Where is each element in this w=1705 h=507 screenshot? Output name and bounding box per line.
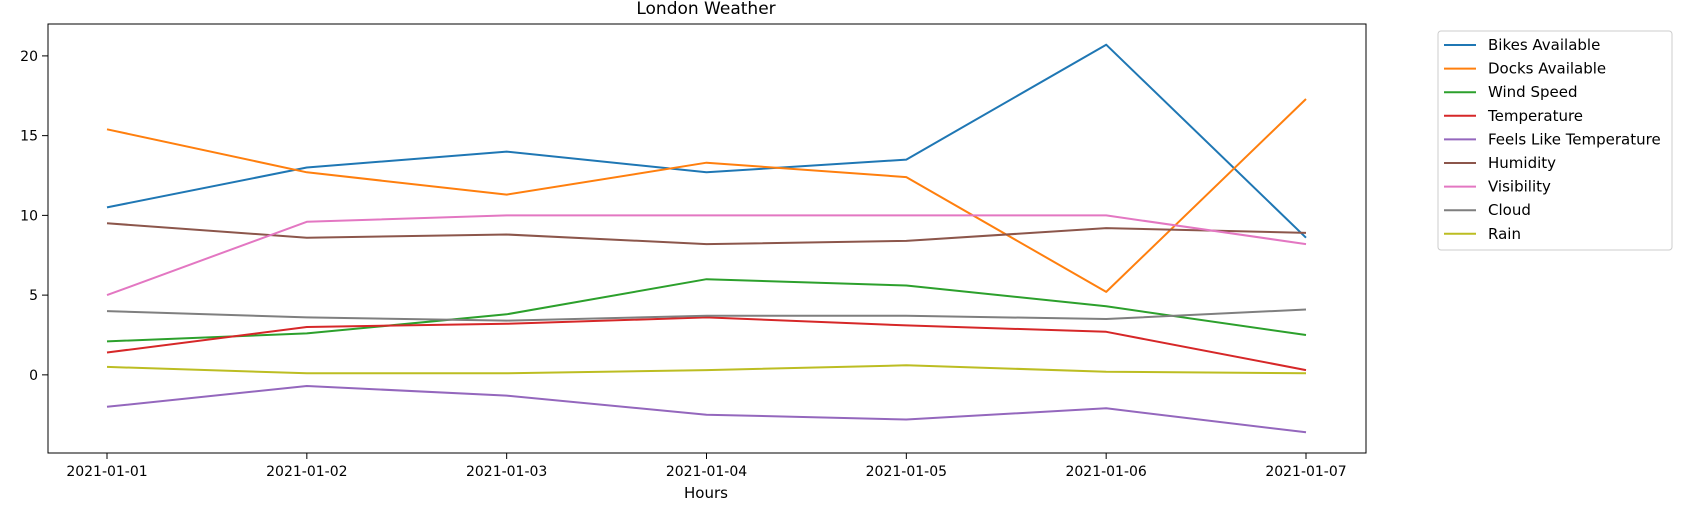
legend-label: Rain	[1488, 225, 1521, 243]
legend-label: Bikes Available	[1488, 36, 1600, 54]
legend-item: Humidity	[1444, 154, 1556, 172]
series-line-visibility	[106, 214, 1307, 297]
legend-label: Cloud	[1488, 201, 1531, 219]
y-tick-label: 10	[20, 208, 38, 224]
legend-label: Humidity	[1488, 154, 1556, 172]
plot-area-frame	[47, 23, 1367, 454]
legend-label: Feels Like Temperature	[1488, 130, 1661, 148]
series-line-rain	[106, 364, 1307, 375]
series-line-cloud	[106, 308, 1307, 322]
legend-label: Temperature	[1487, 107, 1583, 125]
x-tick-label: 2021-01-03	[466, 464, 547, 480]
x-tick-label: 2021-01-06	[1065, 464, 1146, 480]
chart-title: London Weather	[636, 0, 775, 19]
legend-item: Temperature	[1444, 107, 1583, 125]
legend-item: Cloud	[1444, 201, 1531, 219]
legend-item: Docks Available	[1444, 60, 1606, 78]
legend-box	[1437, 30, 1673, 251]
legend-label: Wind Speed	[1488, 83, 1578, 101]
y-tick-label: 20	[20, 49, 38, 65]
legend-item: Bikes Available	[1444, 36, 1600, 54]
y-tick-label: 15	[20, 129, 38, 145]
series-line-humidity	[106, 222, 1307, 246]
y-tick-label: 5	[29, 288, 38, 304]
series-line-docks-available	[106, 98, 1307, 293]
x-tick-label: 2021-01-02	[266, 464, 347, 480]
legend-item: Feels Like Temperature	[1444, 130, 1661, 148]
x-axis-label: Hours	[684, 484, 728, 502]
legend-label: Visibility	[1488, 178, 1551, 196]
x-tick-label: 2021-01-07	[1265, 464, 1346, 480]
series-line-feels-like-temperature	[106, 385, 1307, 434]
series-lines	[106, 43, 1307, 434]
y-axis: 0 5 10 15 20	[20, 49, 48, 384]
series-line-wind-speed	[106, 278, 1307, 343]
legend-item: Wind Speed	[1444, 83, 1578, 101]
legend-label: Docks Available	[1488, 60, 1606, 78]
x-tick-label: 2021-01-04	[666, 464, 747, 480]
series-line-bikes-available	[106, 43, 1307, 239]
series-line-temperature	[106, 316, 1307, 372]
x-tick-label: 2021-01-01	[66, 464, 147, 480]
x-tick-label: 2021-01-05	[866, 464, 947, 480]
y-tick-label: 0	[29, 368, 38, 384]
legend-item: Rain	[1444, 225, 1521, 243]
x-axis: 2021-01-01 2021-01-02 2021-01-03 2021-01-04…	[66, 453, 1347, 480]
legend-item: Visibility	[1444, 178, 1551, 196]
legend: Bikes Available Docks Available Wind Speed…	[1437, 30, 1673, 251]
